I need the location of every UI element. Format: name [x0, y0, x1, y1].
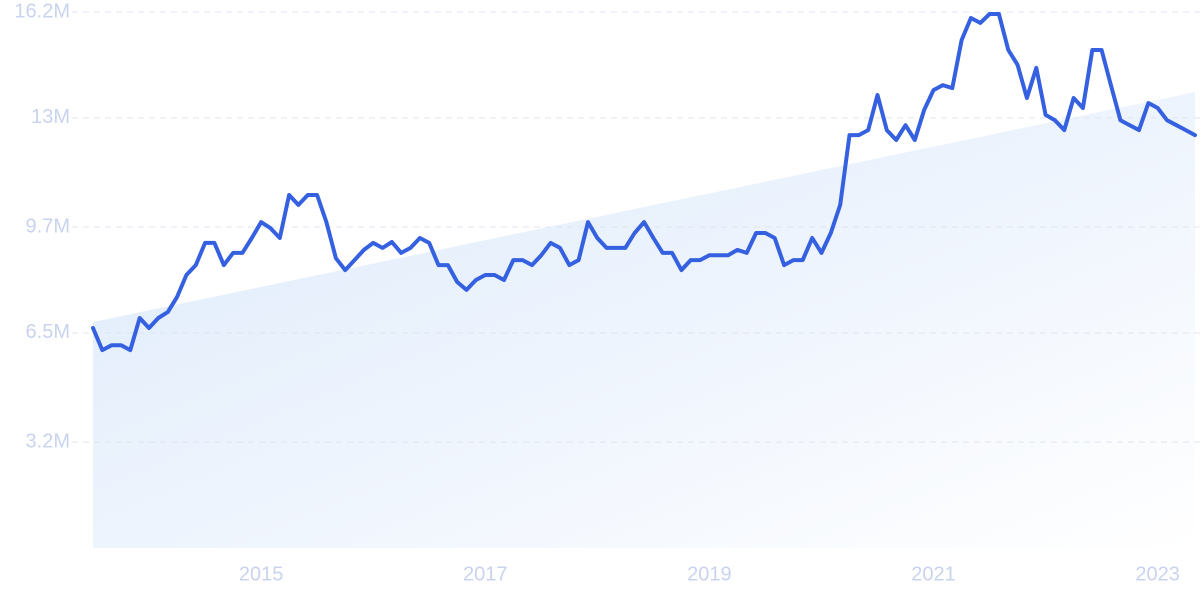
x-tick-label: 2019	[687, 563, 732, 585]
x-tick-label: 2015	[239, 563, 284, 585]
x-tick-label: 2017	[463, 563, 508, 585]
y-tick-label: 9.7M	[26, 215, 70, 237]
y-tick-label: 3.2M	[26, 430, 70, 452]
data-line	[91, 12, 1197, 353]
trend-area	[93, 92, 1195, 548]
y-tick-label: 13M	[31, 106, 70, 128]
y-tick-label: 16.2M	[14, 0, 70, 22]
x-tick-label: 2023	[1135, 563, 1180, 585]
x-tick-label: 2021	[911, 563, 956, 585]
y-tick-label: 6.5M	[26, 321, 70, 343]
